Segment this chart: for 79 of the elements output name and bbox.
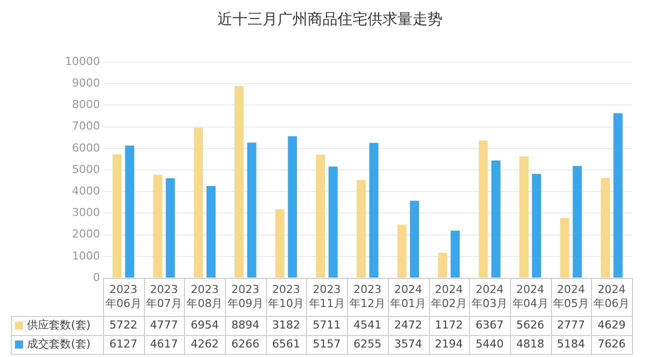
data-label: 2472 <box>394 318 422 332</box>
bar <box>153 174 162 278</box>
x-tick-label: 2024年06月 <box>594 282 630 310</box>
y-tick-label: 3000 <box>72 206 100 220</box>
data-label: 5184 <box>556 337 585 350</box>
data-label: 5157 <box>312 337 341 350</box>
bar <box>560 218 570 278</box>
x-tick-label: 2024年02月 <box>430 282 467 310</box>
y-tick-label: 0 <box>92 270 100 284</box>
bar <box>112 154 122 278</box>
bar <box>356 180 366 278</box>
y-tick-label: 10000 <box>64 54 100 68</box>
bar <box>125 146 134 278</box>
x-tick-label: 2023年08月 <box>186 282 223 310</box>
bar <box>397 224 406 278</box>
x-tick-label: 2024年04月 <box>512 282 548 310</box>
bar <box>450 230 460 278</box>
data-label: 6266 <box>231 337 260 350</box>
x-tick-label: 2024年01月 <box>390 282 426 310</box>
chart-title: 近十三月广州商品住宅供求量走势 <box>218 10 442 28</box>
bar <box>194 128 203 278</box>
bar <box>613 113 623 278</box>
data-label: 6255 <box>353 337 382 350</box>
bar <box>600 178 610 278</box>
data-label: 8894 <box>231 318 260 332</box>
data-label: 4818 <box>516 337 544 350</box>
data-label: 6367 <box>476 318 504 332</box>
bar <box>491 160 500 278</box>
data-label: 3574 <box>394 337 422 350</box>
y-tick-label: 1000 <box>72 249 100 262</box>
data-label: 5440 <box>476 337 504 350</box>
data-label: 6561 <box>272 337 300 350</box>
bar <box>519 156 528 278</box>
x-tick-label: 2023年06月 <box>105 282 142 310</box>
data-label: 5722 <box>109 318 138 332</box>
bar <box>532 174 542 278</box>
x-tick-label: 2024年05月 <box>552 282 589 310</box>
x-tick-label: 2023年10月 <box>268 282 304 310</box>
data-label: 4617 <box>150 337 178 350</box>
bar <box>572 166 582 278</box>
data-label: 7626 <box>598 337 626 350</box>
x-tick-label: 2023年11月 <box>308 282 345 310</box>
bar <box>247 142 256 278</box>
y-tick-label: 9000 <box>72 76 100 90</box>
data-label: 2777 <box>556 318 585 332</box>
bar <box>206 186 216 278</box>
legend-label: 供应套数(套) <box>26 318 91 332</box>
data-label: 2194 <box>434 337 463 350</box>
data-label: 4629 <box>598 318 626 332</box>
x-tick-label: 2023年09月 <box>227 282 264 310</box>
y-tick-label: 4000 <box>72 184 100 198</box>
y-tick-label: 8000 <box>72 98 100 112</box>
bar <box>369 142 378 278</box>
y-tick-label: 2000 <box>72 228 100 241</box>
data-label: 4262 <box>190 337 219 350</box>
data-label: 5626 <box>516 318 544 332</box>
x-tick-label: 2023年12月 <box>349 282 386 310</box>
data-label: 6954 <box>190 318 219 332</box>
bar <box>166 178 175 278</box>
bar <box>410 200 420 278</box>
bar <box>478 140 488 278</box>
data-label: 4541 <box>353 318 382 332</box>
x-tick-label: 2024年03月 <box>472 282 508 310</box>
x-tick-label: 2023年07月 <box>146 282 182 310</box>
data-label: 1172 <box>434 318 463 332</box>
y-tick-label: 5000 <box>72 162 100 176</box>
legend-label: 成交套数(套) <box>26 337 91 350</box>
bar <box>328 166 338 278</box>
y-tick-label: 6000 <box>72 141 100 154</box>
bar <box>275 209 284 278</box>
y-tick-label: 7000 <box>72 120 100 133</box>
bar <box>234 86 244 278</box>
data-label: 4777 <box>150 318 178 332</box>
bar <box>438 252 448 278</box>
data-label: 5711 <box>312 318 341 332</box>
data-label: 3182 <box>272 318 300 332</box>
bar <box>288 136 297 278</box>
bar <box>316 154 326 278</box>
data-label: 6127 <box>109 337 138 350</box>
